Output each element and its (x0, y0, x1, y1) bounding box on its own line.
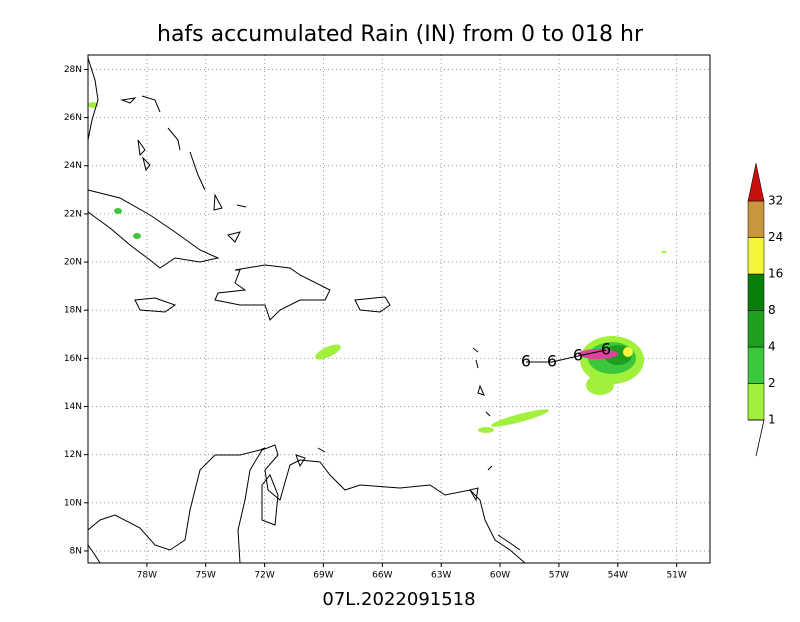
title: hafs accumulated Rain (IN) from 0 to 018… (157, 22, 644, 47)
storm-track: 6 6 6 6 (521, 340, 611, 371)
coastlines (87, 57, 526, 564)
svg-text:6: 6 (573, 346, 583, 365)
y-tick-label: 8N (70, 546, 82, 556)
colorbar-label: 32 (768, 194, 783, 208)
colorbar-segment (747, 273, 765, 311)
colorbar-label: 8 (768, 303, 776, 317)
y-tick-label: 26N (64, 113, 82, 123)
y-tick-label: 24N (64, 161, 82, 171)
colorbar-segment (747, 200, 765, 238)
colorbar-label: 16 (768, 267, 783, 281)
y-tick-label: 14N (64, 402, 82, 412)
x-tick-label: 72W (254, 571, 274, 581)
colorbar-segment (747, 383, 765, 421)
colorbar-segment (747, 346, 765, 384)
y-tick-label: 18N (64, 306, 82, 316)
x-tick-label: 78W (137, 571, 157, 581)
svg-text:6: 6 (547, 352, 557, 371)
y-tick-label: 16N (64, 354, 82, 364)
svg-text:6: 6 (521, 352, 531, 371)
y-tick-label: 20N (64, 258, 82, 268)
footer-label: 07L.2022091518 (322, 589, 475, 610)
colorbar-segment (747, 310, 765, 348)
x-tick-label: 69W (313, 571, 333, 581)
colorbar-segment (747, 237, 765, 275)
x-tick-label: 60W (490, 571, 510, 581)
x-tick-label: 54W (608, 571, 628, 581)
colorbar-label: 1 (768, 413, 776, 427)
map-frame (87, 54, 711, 564)
y-tick-label: 22N (64, 209, 82, 219)
x-tick-label: 66W (372, 571, 392, 581)
x-tick-label: 51W (666, 571, 686, 581)
colorbar-label: 4 (768, 340, 776, 354)
grid (88, 55, 710, 563)
colorbar-label: 24 (768, 230, 783, 244)
rain-field (88, 102, 667, 433)
colorbar-cap (747, 162, 765, 202)
svg-text:6: 6 (601, 340, 611, 359)
y-tick-label: 28N (64, 65, 82, 75)
colorbar-tail (748, 419, 765, 457)
x-tick-label: 63W (431, 571, 451, 581)
x-tick-label: 57W (549, 571, 569, 581)
y-tick-label: 10N (64, 498, 82, 508)
x-tick-label: 75W (196, 571, 216, 581)
colorbar-label: 2 (768, 376, 776, 390)
y-tick-label: 12N (64, 450, 82, 460)
